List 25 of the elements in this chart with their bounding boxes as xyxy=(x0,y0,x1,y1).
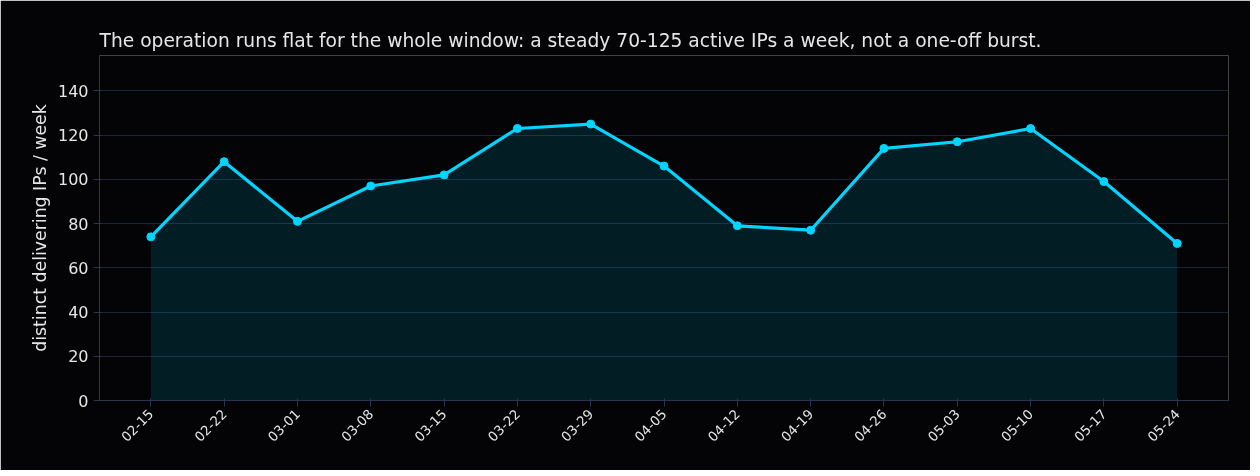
y-tick-label: 40 xyxy=(68,303,89,323)
point xyxy=(366,181,376,191)
point xyxy=(806,225,816,235)
point xyxy=(659,161,669,171)
y-tick-label: 60 xyxy=(68,258,89,278)
point xyxy=(219,157,229,167)
point xyxy=(952,137,962,147)
point xyxy=(439,170,449,180)
point xyxy=(732,221,742,231)
point xyxy=(879,143,889,153)
point xyxy=(586,119,596,129)
point xyxy=(512,123,522,133)
y-tick-label: 20 xyxy=(68,347,89,367)
point xyxy=(1026,123,1036,133)
point xyxy=(1099,177,1109,187)
y-tick-label: 140 xyxy=(57,81,89,101)
y-axis-title: distinct delivering IPs / week xyxy=(29,104,50,352)
y-tick-label: 120 xyxy=(57,126,89,146)
y-tick-label: 0 xyxy=(78,391,89,411)
point xyxy=(146,232,156,242)
point xyxy=(292,216,302,226)
y-tick-label: 80 xyxy=(68,214,89,234)
y-tick-label: 100 xyxy=(57,170,89,190)
chart-title: The operation runs flat for the whole window: a steady 70-125 active IPs a week, not a one-off burst. xyxy=(98,29,1042,51)
point xyxy=(1172,238,1182,248)
